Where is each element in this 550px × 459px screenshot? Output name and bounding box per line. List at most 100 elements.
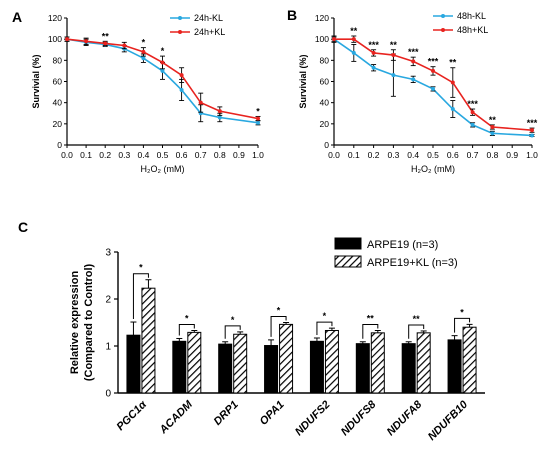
significance-bracket: [224, 325, 241, 339]
x-tick-label: 0.1: [348, 150, 360, 160]
significance-marker: **: [367, 313, 375, 323]
bar-arpe19: [172, 340, 187, 394]
x-tick-label: 0.2: [99, 150, 111, 160]
bar-arpe19-kl: [462, 326, 477, 394]
significance-bracket: [362, 323, 379, 339]
x-tick-label: 0.7: [467, 150, 479, 160]
bar-arpe19-kl: [370, 332, 385, 394]
panel-label-c: C: [18, 219, 28, 235]
category-label: NDUFS2: [293, 399, 333, 439]
data-point: [490, 125, 495, 130]
significance-marker: **: [350, 26, 358, 36]
significance-marker: *: [185, 313, 189, 323]
legend-label: 24h+KL: [194, 27, 225, 37]
bar-arpe19: [218, 343, 233, 394]
x-tick-label: 0.3: [387, 150, 399, 160]
data-point: [122, 43, 127, 48]
x-tick-label: 0.9: [506, 150, 518, 160]
x-tick-label: 0.3: [118, 150, 130, 160]
significance-bracket: [270, 316, 287, 337]
y-tick-label: 60: [53, 77, 63, 87]
bar-arpe19-kl: [233, 333, 248, 394]
x-tick-label: 0.8: [486, 150, 498, 160]
bar-arpe19-kl: [324, 329, 339, 394]
x-tick-label: 0.5: [427, 150, 439, 160]
series-line-1: [66, 38, 259, 120]
series-line-1: [334, 38, 533, 131]
y-tick-label: 3: [105, 248, 111, 259]
relative-expression-bar-chart: 0 1 2 3 Relative expression (Compared to Cont…: [69, 237, 485, 443]
x-axis-label: H₂O₂ (mM): [411, 164, 455, 174]
category-label: PGC1α: [115, 398, 150, 433]
data-point: [530, 133, 534, 138]
category-label: NDUFB10: [426, 398, 471, 443]
data-point: [371, 50, 376, 55]
significance-marker: **: [102, 31, 110, 41]
y-tick-label: 120: [48, 13, 62, 23]
y-tick-label: 80: [53, 55, 63, 65]
significance-marker: ***: [368, 40, 379, 50]
data-point: [141, 49, 146, 54]
legend-label: 48h+KL: [457, 25, 488, 35]
significance-marker: **: [413, 314, 421, 324]
x-tick-label: 0.2: [368, 150, 380, 160]
category-label: OPA1: [258, 399, 287, 428]
y-tick-label: 80: [320, 55, 330, 65]
x-tick-label: 1.0: [526, 150, 538, 160]
y-tick-label: 100: [315, 34, 329, 44]
category-label: ACADM: [157, 398, 196, 437]
data-point: [179, 87, 184, 92]
significance-marker: ***: [467, 99, 478, 109]
data-point: [490, 131, 495, 136]
survival-chart-48h: 0 20 40 60 80 100 120 0.0 0.1 0.2 0.3 0.4 0.5 0.6 0.7 0…: [298, 11, 538, 174]
data-point: [217, 115, 222, 120]
significance-marker: **: [489, 115, 497, 125]
bar-arpe19-kl: [279, 323, 294, 394]
data-point: [431, 86, 435, 91]
x-tick-label: 0.5: [157, 150, 169, 160]
bar-arpe19-kl: [141, 287, 156, 394]
bar-arpe19-kl: [416, 332, 431, 394]
x-tick-label: 1.0: [252, 150, 264, 160]
bar-arpe19: [264, 345, 279, 394]
data-point: [371, 65, 376, 70]
category-label: NDUFS8: [339, 398, 379, 438]
data-point: [84, 39, 89, 44]
legend-marker: [441, 14, 445, 18]
significance-marker: *: [139, 263, 143, 273]
bar-arpe19: [447, 339, 462, 394]
legend-marker: [178, 16, 182, 20]
legend-swatch: [334, 237, 362, 250]
y-tick-label: 100: [48, 34, 62, 44]
legend-label: ARPE19 (n=3): [367, 239, 438, 251]
bar-arpe19: [355, 343, 370, 394]
data-point: [65, 37, 69, 42]
data-point: [450, 80, 455, 85]
significance-bracket: [454, 317, 471, 333]
series-line-0: [333, 38, 533, 137]
data-point: [256, 120, 260, 125]
x-tick-label: 0.6: [447, 150, 459, 160]
panel-label-b: B: [287, 7, 297, 23]
x-tick-label: 0.4: [137, 150, 149, 160]
data-point: [179, 73, 184, 78]
bar-arpe19: [309, 340, 324, 394]
y-tick-label: 40: [320, 98, 330, 108]
y-tick-label: 0: [105, 389, 111, 400]
panel-label-a: A: [12, 9, 22, 25]
y-tick-label: 2: [105, 295, 111, 306]
y-tick-label: 120: [315, 13, 329, 23]
data-point: [103, 41, 108, 46]
series-line-0: [66, 38, 259, 124]
data-point: [351, 50, 356, 55]
legend-marker: [178, 30, 182, 34]
y-axis-label-line2: (Compared to Control): [83, 264, 95, 382]
significance-marker: ***: [527, 118, 538, 128]
x-tick-label: 0.0: [61, 150, 73, 160]
significance-bracket: [316, 321, 333, 336]
data-point: [160, 68, 165, 73]
data-point: [391, 53, 396, 58]
y-tick-label: 0: [324, 140, 329, 150]
significance-marker: *: [323, 311, 327, 321]
